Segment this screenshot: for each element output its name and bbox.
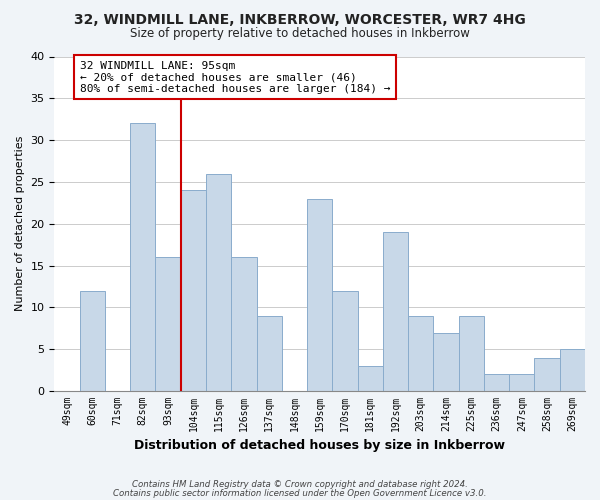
Bar [560, 349, 585, 391]
Bar [231, 257, 257, 391]
Bar [433, 332, 458, 391]
Text: Size of property relative to detached houses in Inkberrow: Size of property relative to detached ho… [130, 28, 470, 40]
Text: 32 WINDMILL LANE: 95sqm
← 20% of detached houses are smaller (46)
80% of semi-de: 32 WINDMILL LANE: 95sqm ← 20% of detache… [80, 60, 390, 94]
Bar [307, 198, 332, 391]
Bar [181, 190, 206, 391]
Bar [509, 374, 535, 391]
Bar [332, 290, 358, 391]
Bar [130, 124, 155, 391]
Text: Contains public sector information licensed under the Open Government Licence v3: Contains public sector information licen… [113, 488, 487, 498]
Text: Contains HM Land Registry data © Crown copyright and database right 2024.: Contains HM Land Registry data © Crown c… [132, 480, 468, 489]
Bar [257, 316, 282, 391]
Text: 32, WINDMILL LANE, INKBERROW, WORCESTER, WR7 4HG: 32, WINDMILL LANE, INKBERROW, WORCESTER,… [74, 12, 526, 26]
Bar [484, 374, 509, 391]
Bar [155, 257, 181, 391]
Y-axis label: Number of detached properties: Number of detached properties [15, 136, 25, 312]
Bar [535, 358, 560, 391]
Bar [408, 316, 433, 391]
Bar [80, 290, 105, 391]
Bar [458, 316, 484, 391]
X-axis label: Distribution of detached houses by size in Inkberrow: Distribution of detached houses by size … [134, 440, 505, 452]
Bar [206, 174, 231, 391]
Bar [358, 366, 383, 391]
Bar [383, 232, 408, 391]
